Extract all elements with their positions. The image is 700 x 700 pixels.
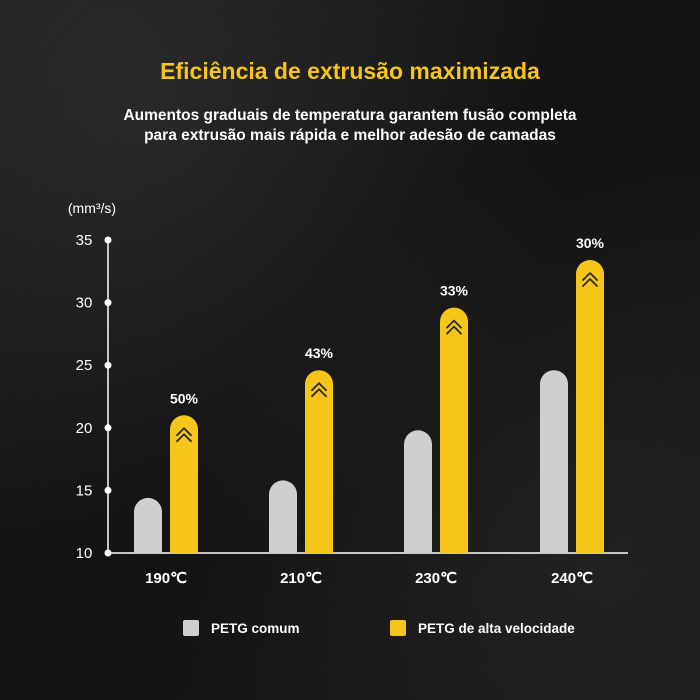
y-tick-label: 30	[76, 295, 93, 312]
y-tick-dot	[104, 236, 112, 244]
bar-high-speed	[576, 260, 604, 553]
double-chevron-up-icon-lower	[446, 325, 462, 335]
y-axis-unit-label: (mm³/s)	[68, 200, 116, 216]
bar-high-speed	[440, 307, 468, 553]
legend-item-regular: PETG comum	[183, 619, 300, 637]
y-tick-dot	[104, 361, 112, 369]
y-tick-label: 25	[76, 357, 93, 374]
y-tick-label: 35	[76, 232, 93, 249]
bar-high-speed	[170, 415, 198, 553]
y-tick-label: 15	[76, 482, 93, 499]
x-category-label: 240℃	[551, 570, 593, 587]
x-category-label: 230℃	[415, 570, 457, 587]
y-tick-dot	[104, 549, 112, 557]
double-chevron-up-icon-lower	[582, 278, 598, 287]
y-tick-dot	[104, 424, 112, 432]
bar-high-speed	[305, 370, 333, 553]
y-tick-label: 20	[76, 420, 93, 437]
double-chevron-up-icon	[582, 272, 598, 281]
y-tick-dot	[104, 486, 112, 494]
bar-regular	[540, 370, 568, 553]
legend-label-high-speed: PETG de alta velocidade	[418, 620, 575, 636]
bar-regular	[134, 497, 163, 553]
bar-regular	[404, 430, 432, 553]
subtitle-line-1: Aumentos graduais de temperatura garante…	[123, 107, 577, 124]
chart-subtitle: Aumentos graduais de temperatura garante…	[0, 106, 700, 146]
subtitle-line-2: para extrusão mais rápida e melhor adesã…	[144, 127, 556, 144]
percentage-annotation: 50%	[170, 390, 199, 406]
x-category-label: 190℃	[145, 570, 187, 587]
double-chevron-up-icon	[176, 427, 192, 437]
double-chevron-up-icon-lower	[176, 433, 192, 443]
chart-title: Eficiência de extrusão maximizada	[160, 58, 540, 84]
percentage-annotation: 30%	[576, 235, 605, 251]
legend-label-regular: PETG comum	[211, 620, 300, 636]
double-chevron-up-icon	[446, 319, 462, 329]
x-category-label: 210℃	[280, 570, 322, 587]
legend-swatch-regular	[183, 620, 199, 636]
double-chevron-up-icon	[311, 382, 327, 392]
percentage-annotation: 43%	[305, 345, 334, 361]
y-tick-label: 10	[76, 545, 93, 562]
percentage-annotation: 33%	[440, 283, 469, 299]
y-tick-dot	[104, 299, 112, 307]
legend-swatch-high-speed	[390, 620, 406, 636]
bar-regular	[269, 480, 297, 553]
double-chevron-up-icon-lower	[311, 388, 327, 398]
legend-item-high-speed: PETG de alta velocidade	[390, 619, 575, 637]
